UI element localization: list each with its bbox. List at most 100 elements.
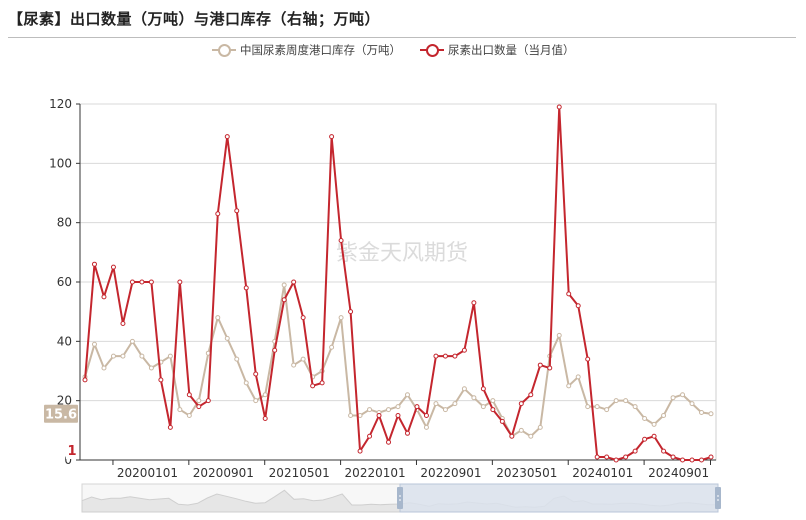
data-point-inventory [556, 332, 562, 338]
data-point-inventory [367, 407, 373, 413]
data-point-inventory [461, 386, 467, 392]
data-point-inventory [518, 427, 524, 433]
data-point-export [262, 415, 268, 421]
x-tick-label: 20220901 [420, 466, 481, 480]
data-point-inventory [253, 398, 259, 404]
data-point-inventory [101, 365, 107, 371]
data-point-export [452, 353, 458, 359]
legend-label-export: 尿素出口数量（当月值） [448, 43, 575, 57]
data-point-export [433, 353, 439, 359]
data-point-inventory [661, 413, 667, 418]
legend-swatch-inventory [212, 42, 236, 58]
end-label-export-bg [66, 441, 79, 460]
data-point-inventory [632, 404, 638, 410]
data-point-inventory [110, 353, 116, 359]
legend-label-inventory: 中国尿素周度港口库存（万吨） [240, 43, 401, 57]
data-point-export [461, 347, 467, 353]
data-point-inventory [566, 383, 572, 389]
data-point-export [367, 433, 373, 439]
data-point-inventory [423, 424, 429, 430]
data-point-export [575, 303, 581, 309]
data-point-export [300, 315, 306, 321]
data-point-inventory [604, 407, 610, 413]
data-point-export [547, 365, 553, 371]
data-point-inventory [243, 380, 249, 386]
data-point-export [243, 285, 249, 291]
data-point-inventory [699, 410, 705, 416]
data-point-inventory [186, 413, 192, 418]
data-point-export [651, 433, 657, 439]
data-point-inventory [129, 338, 135, 344]
data-point-export [167, 424, 173, 430]
end-label-inventory: 15.6 [45, 408, 77, 423]
data-point-inventory [148, 365, 154, 371]
data-point-export [395, 413, 401, 418]
data-point-inventory [613, 398, 619, 404]
end-label-inventory-bg [44, 404, 78, 423]
data-point-export [234, 208, 240, 214]
data-point-export [329, 134, 335, 140]
x-tick-label: 20240101 [572, 466, 633, 480]
data-point-export [376, 413, 382, 418]
zoom-handle-left[interactable] [397, 487, 403, 509]
data-point-export [205, 398, 211, 404]
data-point-export [186, 392, 192, 398]
data-point-export [404, 430, 410, 436]
data-point-export [613, 457, 619, 463]
data-point-inventory [177, 407, 183, 413]
y-tick-label: 80 [57, 216, 72, 230]
data-point-inventory [291, 362, 297, 368]
data-point-inventory [348, 413, 354, 418]
series-points-export [82, 104, 714, 463]
data-point-export [319, 380, 325, 386]
x-tick-label: 20200901 [193, 466, 254, 480]
data-point-inventory [594, 404, 600, 410]
data-point-export [196, 404, 202, 410]
data-point-inventory [338, 315, 344, 321]
data-point-inventory [262, 392, 268, 398]
data-point-export [110, 264, 116, 270]
data-point-export [480, 386, 486, 392]
data-point-export [139, 279, 145, 285]
data-point-export [490, 407, 496, 413]
zoom-handle-right[interactable] [715, 487, 721, 509]
data-point-inventory [528, 433, 534, 439]
data-point-export [518, 401, 524, 407]
data-point-export [129, 279, 135, 285]
data-point-inventory [585, 404, 591, 410]
data-point-export [680, 457, 686, 463]
data-point-export [471, 300, 477, 306]
data-point-inventory [480, 404, 486, 410]
legend-item-inventory[interactable]: 中国尿素周度港口库存（万吨） [212, 42, 401, 58]
data-point-export [594, 454, 600, 460]
zoom-slider-selection[interactable] [399, 483, 719, 513]
data-point-inventory [234, 356, 240, 362]
data-point-inventory [670, 395, 676, 401]
data-point-inventory [300, 356, 306, 362]
data-point-inventory [651, 421, 657, 427]
y-tick-label: 20 [57, 394, 72, 408]
data-point-inventory [386, 407, 392, 413]
data-point-export [291, 279, 297, 285]
data-point-export [689, 457, 695, 463]
data-point-export [499, 418, 505, 424]
data-point-inventory [623, 398, 629, 404]
watermark: 紫金天风期货 [336, 241, 468, 266]
data-point-inventory [281, 282, 287, 288]
y-tick-label: 40 [57, 334, 72, 348]
end-label-export: 1 [67, 444, 76, 459]
y-tick-label: 120 [49, 97, 72, 111]
data-point-export [623, 454, 629, 460]
data-point-inventory [452, 401, 458, 407]
data-point-export [253, 371, 259, 377]
title-divider [8, 37, 796, 38]
data-point-export [310, 383, 316, 389]
legend-item-export[interactable]: 尿素出口数量（当月值） [420, 42, 575, 58]
data-point-export [585, 356, 591, 362]
data-point-export [158, 377, 164, 383]
data-point-inventory [433, 401, 439, 407]
data-point-export [101, 294, 107, 300]
data-point-export [120, 321, 126, 327]
data-point-inventory [642, 415, 648, 421]
legend-swatch-export [420, 42, 444, 58]
